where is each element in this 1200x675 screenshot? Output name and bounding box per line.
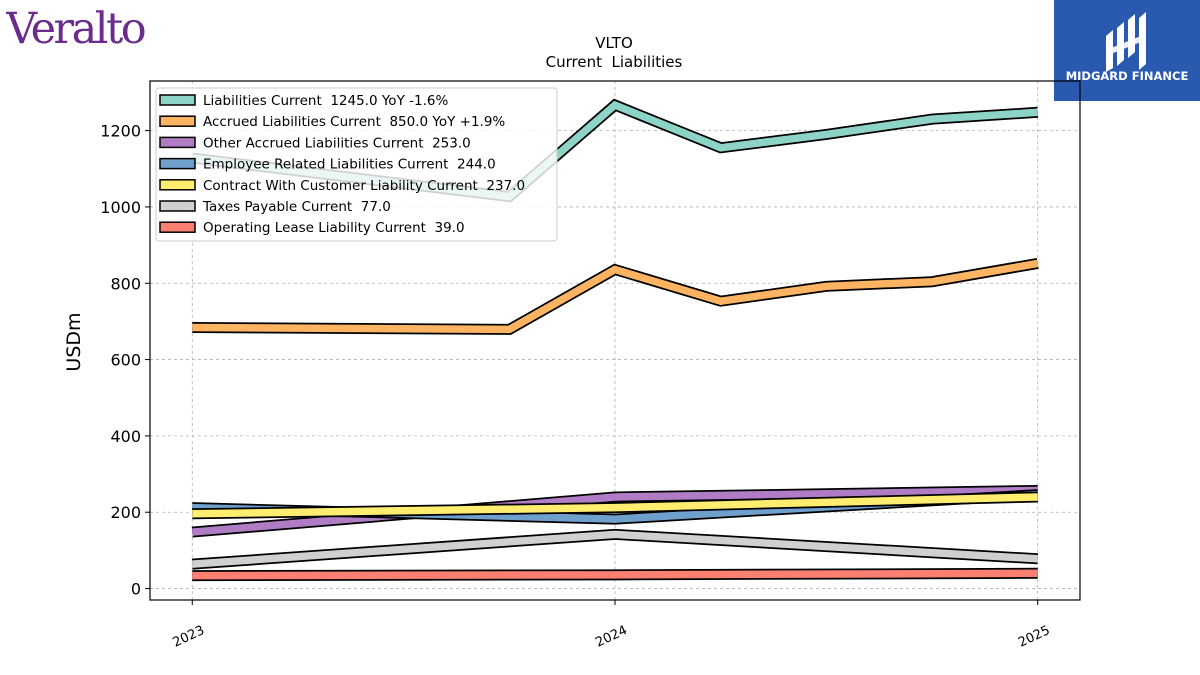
y-tick-label: 600 [110,351,141,370]
midgard-finance-logo: MIDGARD FINANCE [1054,0,1200,101]
chart-subtitle: Current Liabilities [546,53,683,71]
midgard-logo-text: MIDGARD FINANCE [1066,69,1189,83]
legend-swatch [159,94,196,106]
veralto-logo-text: Veralto [6,4,145,52]
y-tick-label: 400 [110,427,141,446]
y-axis-ticks: 0 200 400 600 800 1000 1200 [100,122,150,599]
series-line-4 [192,493,1038,518]
midgard-emblem-icon [1106,12,1146,72]
y-tick-label: 1200 [100,122,141,141]
legend-swatch [159,115,196,127]
legend-swatch [159,157,196,170]
x-tick-label: 2023 [171,623,207,651]
legend-label: Other Accrued Liabilities Current 253.0 [203,135,471,151]
legend-label: Operating Lease Liability Current 39.0 [203,220,465,236]
y-axis-label: USDm [63,312,85,371]
legend-label: Liabilities Current 1245.0 YoY -1.6% [203,93,448,109]
legend-label: Employee Related Liabilities Current 244… [203,157,496,173]
midgard-logo-background [1054,0,1200,101]
x-axis-ticks: 2023 2024 2025 [171,600,1052,651]
series-line-6 [192,569,1038,580]
chart-legend: Liabilities Current 1245.0 YoY -1.6% Accr… [155,87,558,242]
y-tick-label: 200 [110,503,141,522]
legend-swatch [159,200,196,212]
legend-box [155,87,558,242]
y-tick-label: 800 [110,274,141,293]
chart-title: VLTO [595,34,633,52]
legend-swatch [159,136,196,149]
legend-label: Taxes Payable Current 77.0 [202,199,391,215]
series-line-2 [191,486,1038,536]
legend-swatch [159,179,196,191]
x-tick-label: 2024 [593,623,629,651]
legend-label: Contract With Customer Liability Current… [203,178,525,194]
y-tick-label: 0 [131,580,141,599]
x-tick-label: 2025 [1016,623,1052,651]
legend-label: Accrued Liabilities Current 850.0 YoY +1… [203,114,505,130]
legend-swatch [159,221,196,233]
series-line-5 [192,530,1038,568]
series-line-1 [192,259,1039,334]
veralto-logo: Veralto [6,4,147,52]
y-tick-label: 1000 [100,198,141,217]
